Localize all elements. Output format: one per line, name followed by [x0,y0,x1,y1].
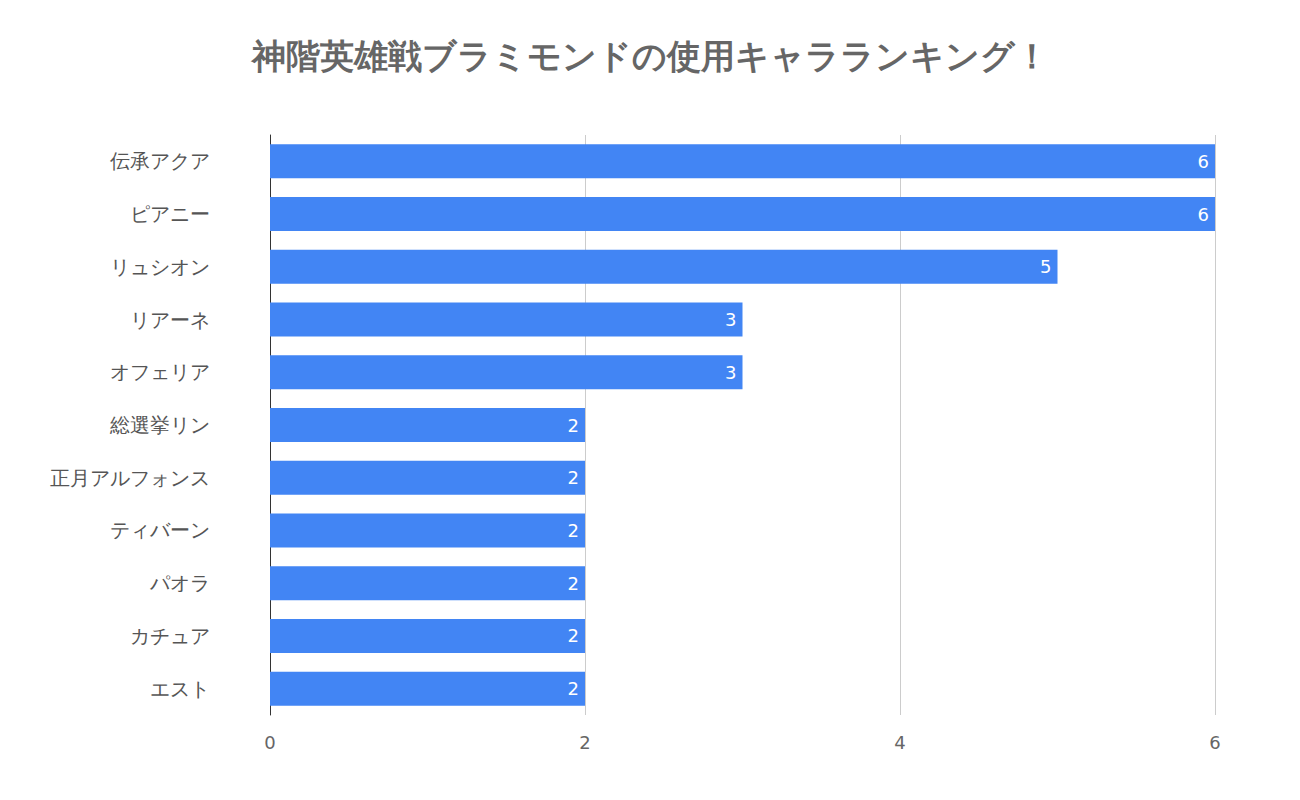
svg-text:0: 0 [264,732,275,753]
svg-text:エスト: エスト [150,677,210,701]
svg-text:3: 3 [725,362,736,383]
svg-text:伝承アクア: 伝承アクア [110,149,210,173]
svg-text:オフェリア: オフェリア [110,360,210,384]
svg-text:6: 6 [1209,732,1220,753]
svg-text:2: 2 [568,625,579,646]
svg-text:2: 2 [568,467,579,488]
svg-text:正月アルフォンス: 正月アルフォンス [50,466,210,490]
svg-text:2: 2 [568,520,579,541]
svg-text:3: 3 [725,309,736,330]
svg-text:神階英雄戦ブラミモンドの使用キャラランキング！: 神階英雄戦ブラミモンドの使用キャラランキング！ [250,36,1049,76]
svg-text:ピアニー: ピアニー [130,202,210,226]
svg-text:2: 2 [568,573,579,594]
svg-text:リュシオン: リュシオン [110,255,210,279]
svg-text:6: 6 [1198,204,1209,225]
svg-text:2: 2 [568,678,579,699]
svg-text:パオラ: パオラ [149,571,210,595]
svg-text:ティバーン: ティバーン [110,518,210,542]
svg-text:リアーネ: リアーネ [130,308,210,332]
svg-text:6: 6 [1198,151,1209,172]
svg-text:2: 2 [568,415,579,436]
svg-text:総選挙リン: 総選挙リン [109,413,210,437]
svg-text:5: 5 [1040,256,1051,277]
svg-text:カチュア: カチュア [130,624,210,648]
svg-text:2: 2 [579,732,590,753]
svg-text:4: 4 [894,732,905,753]
